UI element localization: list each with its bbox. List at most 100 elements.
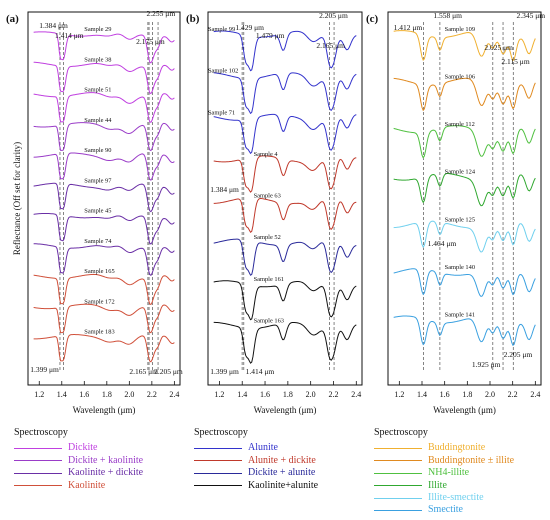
- series-label: Sample 29: [84, 26, 111, 33]
- series-label: Sample 4: [254, 151, 279, 158]
- x-axis-label: Wavelength (μm): [254, 405, 317, 415]
- legend-entry: Buddingtonite ± illite: [374, 455, 514, 467]
- series-label: Sample 38: [84, 56, 111, 63]
- legend-label: Buddingtonite ± illite: [428, 454, 515, 466]
- annotation-label: 2.345 μm: [516, 11, 545, 20]
- x-axis-label: Wavelength (μm): [73, 405, 136, 415]
- series-label: Sample 163: [254, 317, 284, 324]
- series-label: Sample 161: [254, 276, 284, 283]
- legend-entry: Buddingtonite: [374, 442, 514, 454]
- series-line: [33, 182, 175, 213]
- x-axis-label: Wavelength (μm): [433, 405, 496, 415]
- legend-swatch: [14, 448, 62, 450]
- series-line: [393, 220, 536, 253]
- legend-entry: Dickite + kaolinite: [14, 455, 143, 467]
- annotation-label: 2.205 μm: [154, 367, 183, 376]
- series-label: Sample 183: [84, 329, 114, 336]
- x-tick-label: 2.4: [169, 390, 179, 399]
- legend-swatch: [374, 460, 422, 462]
- legend-entry: Illite-smectite: [374, 492, 514, 504]
- legend-swatch: [374, 510, 422, 512]
- panel-3: Sample 109 Sample 106 Sample 112 Sample 124…: [366, 11, 545, 415]
- x-tick-label: 1.8: [283, 390, 293, 399]
- series-label: Sample 51: [84, 87, 111, 94]
- annotation-label: 2.205 μm: [319, 11, 348, 20]
- x-tick-label: 1.6: [79, 390, 89, 399]
- series-label: Sample 172: [84, 298, 114, 305]
- legend-entry: Illite: [374, 480, 514, 492]
- series-label: Sample 106: [445, 74, 475, 81]
- series-label: Sample 165: [84, 268, 114, 275]
- x-tick-label: 1.2: [214, 390, 224, 399]
- legend-label: Buddingtonite: [428, 442, 486, 454]
- x-tick-label: 1.6: [260, 390, 270, 399]
- legend-swatch: [374, 448, 422, 450]
- x-tick-label: 1.4: [417, 390, 427, 399]
- series-label: Sample 71: [208, 109, 235, 116]
- annotation-label: 1.399 μm: [30, 365, 59, 374]
- annotation-label: 1.384 μm: [39, 21, 68, 30]
- x-tick-label: 1.6: [440, 390, 450, 399]
- annotation-label: 1.925 μm: [472, 360, 501, 369]
- annotation-label: 1.479 μm: [256, 31, 285, 40]
- legend-entry: Dickite + alunite: [194, 467, 318, 479]
- series-line: [393, 315, 536, 347]
- series-line: [213, 30, 357, 72]
- series-line: [213, 238, 357, 276]
- series-line: [33, 303, 175, 334]
- legend-label: Dickite + alunite: [248, 467, 316, 479]
- series-line: [33, 31, 175, 64]
- x-tick-label: 2.2: [147, 390, 157, 399]
- legend-label: Dickite: [68, 442, 98, 454]
- series-line: [33, 152, 175, 181]
- legend-swatch: [14, 460, 62, 462]
- series-line: [213, 113, 357, 155]
- series-label: Sample 124: [445, 169, 476, 176]
- series-line: [213, 155, 357, 193]
- annotation-label: 2.025 μm: [484, 43, 513, 52]
- legend-label: Kaolinite + dickite: [68, 467, 144, 479]
- series-label: Sample 141: [445, 311, 475, 318]
- annotation-label: 1.429 μm: [235, 23, 264, 32]
- annotation-label: 2.255 μm: [147, 9, 176, 18]
- annotation-label: 2.165 μm: [129, 367, 158, 376]
- legend: Spectroscopy Alunite Alunite + dickite Dick…: [194, 427, 318, 492]
- legend-label: NH4-illite: [428, 467, 470, 479]
- series-line: [213, 280, 357, 321]
- annotation-label: 1.414 μm: [246, 367, 275, 376]
- x-tick-label: 1.8: [462, 390, 472, 399]
- x-tick-label: 1.2: [34, 390, 44, 399]
- legend-swatch: [14, 485, 62, 487]
- series-line: [393, 30, 536, 62]
- series-label: Sample 45: [84, 208, 111, 215]
- legend-swatch: [194, 472, 242, 474]
- series-line: [393, 125, 536, 159]
- x-tick-label: 1.2: [394, 390, 404, 399]
- series-line: [33, 92, 175, 123]
- legend-entry: Smectite: [374, 504, 514, 516]
- series-label: Sample 112: [445, 121, 475, 128]
- legend-label: Illite: [428, 479, 447, 491]
- series-line: [213, 198, 357, 234]
- series-label: Sample 97: [84, 177, 112, 184]
- legend-title: Spectroscopy: [374, 427, 428, 438]
- legend-title: Spectroscopy: [194, 427, 248, 438]
- series-label: Sample 52: [254, 234, 281, 241]
- legend-swatch: [14, 472, 62, 474]
- legend-entry: Alunite: [194, 442, 318, 454]
- annotation-label: 2.165 μm: [316, 41, 345, 50]
- series-line: [393, 268, 536, 297]
- x-tick-label: 1.4: [237, 390, 247, 399]
- panel-label: (a): [6, 13, 19, 25]
- series-label: Sample 109: [445, 26, 475, 33]
- legend-label: Dickite + kaolinite: [68, 454, 144, 466]
- legend-label: Kaolinite+alunite: [248, 479, 319, 491]
- legend-entry: Kaolinite+alunite: [194, 480, 318, 492]
- x-tick-label: 2.0: [306, 390, 316, 399]
- annotation-label: 1.558 μm: [433, 11, 462, 20]
- series-line: [33, 212, 175, 245]
- annotation-label: 1.384 μm: [210, 185, 239, 194]
- series-label: Sample 90: [84, 147, 111, 154]
- series-label: Sample 63: [254, 193, 281, 200]
- series-line: [393, 173, 536, 207]
